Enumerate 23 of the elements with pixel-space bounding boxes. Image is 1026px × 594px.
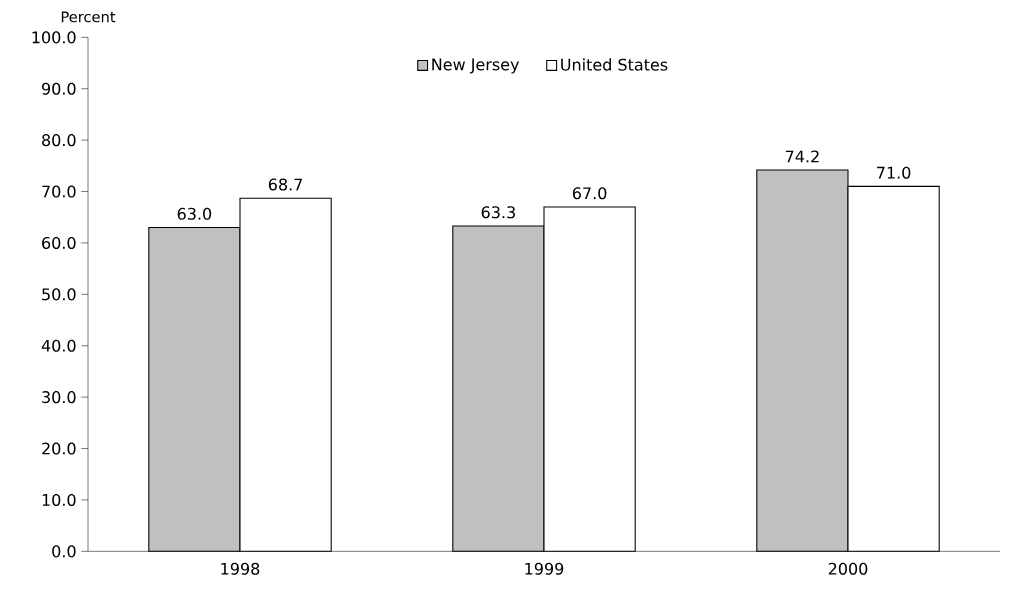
x-tick-label: 1999 <box>525 562 564 575</box>
data-label: 67.0 <box>572 187 607 200</box>
y-tick-label: 60.0 <box>42 236 76 249</box>
data-label: 63.0 <box>177 207 212 220</box>
legend-label: United States <box>561 58 668 71</box>
y-tick-label: 80.0 <box>42 134 76 147</box>
y-tick-label: 40.0 <box>41 339 76 352</box>
y-tick-label: 0.0 <box>52 545 76 558</box>
y-tick-label: 20.0 <box>42 442 76 455</box>
y-tick-label: 10.0 <box>42 493 76 506</box>
data-label: 71.0 <box>877 166 911 179</box>
y-tick-label: 50.0 <box>42 288 76 301</box>
legend-label: New Jersey <box>432 58 520 74</box>
y-tick-label: 70.0 <box>42 185 76 198</box>
y-tick-label: 30.0 <box>42 391 76 404</box>
y-axis-title: Percent <box>61 11 116 23</box>
y-tick-label: 100.0 <box>32 31 76 44</box>
x-tick-label: 1998 <box>221 562 260 575</box>
data-label: 63.3 <box>481 206 515 219</box>
x-tick-label: 2000 <box>828 562 868 575</box>
data-label: 74.2 <box>785 150 819 163</box>
data-label: 68.7 <box>268 178 303 191</box>
y-tick-label: 90.0 <box>42 82 76 95</box>
